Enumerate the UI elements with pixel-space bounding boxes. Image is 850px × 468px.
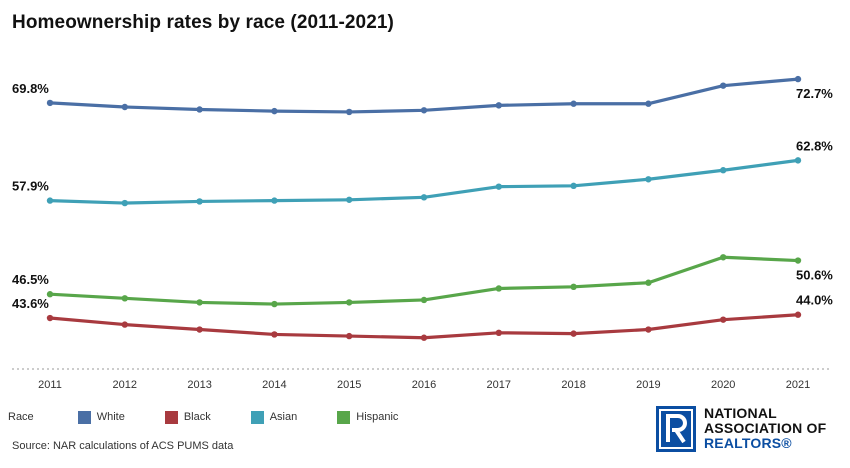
data-point-white [46, 99, 54, 107]
data-point-white [121, 103, 128, 111]
legend-swatch-white [77, 410, 91, 424]
data-point-hispanic [570, 283, 577, 291]
x-tick-label: 2019 [636, 379, 660, 391]
x-tick-label: 2017 [487, 379, 511, 391]
data-point-asian [495, 183, 502, 190]
data-point-hispanic [196, 299, 203, 306]
x-tick-label: 2021 [786, 379, 810, 391]
data-point-hispanic [420, 296, 428, 304]
data-point-hispanic [720, 254, 727, 261]
line-chart: 2011 2012 2013 2014 2015 2016 2017 2018 2019 2020… [12, 75, 833, 391]
data-point-white [271, 107, 278, 115]
data-point-asian [720, 167, 727, 174]
data-point-white [420, 107, 428, 114]
x-tick-label: 2016 [412, 379, 436, 391]
series-line-white [48, 77, 800, 114]
data-point-hispanic [645, 279, 652, 286]
data-point-hispanic [121, 295, 128, 302]
realtor-r-icon [656, 406, 696, 452]
data-point-white [645, 100, 652, 107]
data-point-hispanic [271, 300, 278, 308]
x-tick-label: 2014 [262, 379, 286, 391]
data-point-asian [346, 196, 353, 203]
data-point-asian [271, 197, 278, 204]
legend: Race White Black Asian Hispanic [8, 409, 438, 425]
logo-wordmark: NATIONAL ASSOCIATION OF REALTORS® [704, 406, 826, 451]
data-point-black [346, 332, 353, 340]
nar-logo: NATIONAL ASSOCIATION OF REALTORS® [656, 404, 846, 454]
end-label-asian: 62.8% [796, 138, 833, 153]
data-point-black [121, 321, 128, 328]
legend-label-white: White [96, 411, 125, 423]
data-point-black [420, 334, 428, 341]
data-point-white [196, 106, 203, 113]
data-point-black [570, 330, 577, 337]
start-label-hispanic: 46.5% [12, 272, 49, 287]
legend-label-hispanic: Hispanic [356, 411, 399, 423]
legend-heading: Race [8, 411, 34, 423]
end-label-white: 72.7% [796, 86, 833, 101]
logo-line-2: ASSOCIATION OF [704, 420, 827, 436]
data-point-black [495, 329, 502, 336]
chart-title: Homeownership rates by race (2011-2021) [12, 12, 394, 33]
series-line-black [48, 313, 800, 340]
legend-label-asian: Asian [269, 411, 298, 423]
x-tick-label: 2020 [711, 379, 735, 391]
source-note: Source: NAR calculations of ACS PUMS dat… [12, 440, 234, 452]
legend-item-asian: Asian [250, 410, 298, 424]
x-tick-label: 2012 [113, 379, 137, 391]
data-point-white [570, 100, 577, 107]
start-label-white: 69.8% [12, 81, 49, 96]
data-point-hispanic [46, 291, 54, 298]
legend-item-white: White [77, 410, 125, 424]
data-point-white [720, 82, 727, 89]
start-label-asian: 57.9% [12, 179, 49, 194]
start-label-black: 43.6% [12, 296, 49, 311]
data-point-asian [794, 157, 802, 164]
data-point-black [196, 326, 203, 333]
data-point-white [794, 75, 802, 83]
data-point-black [271, 331, 278, 338]
legend-label-black: Black [183, 411, 211, 423]
x-tick-label: 2011 [38, 379, 62, 391]
data-point-asian [570, 182, 577, 190]
logo-line-3: REALTORS® [704, 435, 792, 451]
data-point-white [346, 108, 353, 116]
legend-item-black: Black [164, 410, 211, 424]
end-label-black: 44.0% [796, 293, 833, 308]
end-label-hispanic: 50.6% [796, 268, 833, 283]
x-tick-label: 2015 [337, 379, 361, 391]
legend-swatch-asian [250, 410, 264, 424]
legend-swatch-black [164, 410, 178, 424]
data-point-asian [420, 194, 428, 201]
data-point-black [794, 311, 802, 318]
data-point-asian [645, 176, 652, 183]
data-point-asian [196, 198, 203, 205]
legend-swatch-hispanic [337, 410, 351, 424]
data-point-asian [121, 199, 128, 207]
data-point-hispanic [495, 285, 502, 292]
x-tick-label: 2018 [561, 379, 585, 391]
x-tick-label: 2013 [187, 379, 211, 391]
data-point-asian [46, 197, 54, 204]
logo-line-1: NATIONAL [704, 405, 777, 421]
data-point-white [495, 102, 502, 109]
data-point-hispanic [346, 299, 353, 306]
data-point-black [720, 316, 727, 323]
data-point-hispanic [794, 257, 802, 264]
data-point-black [645, 326, 652, 333]
legend-item-hispanic: Hispanic [337, 410, 399, 424]
data-point-black [46, 314, 54, 322]
